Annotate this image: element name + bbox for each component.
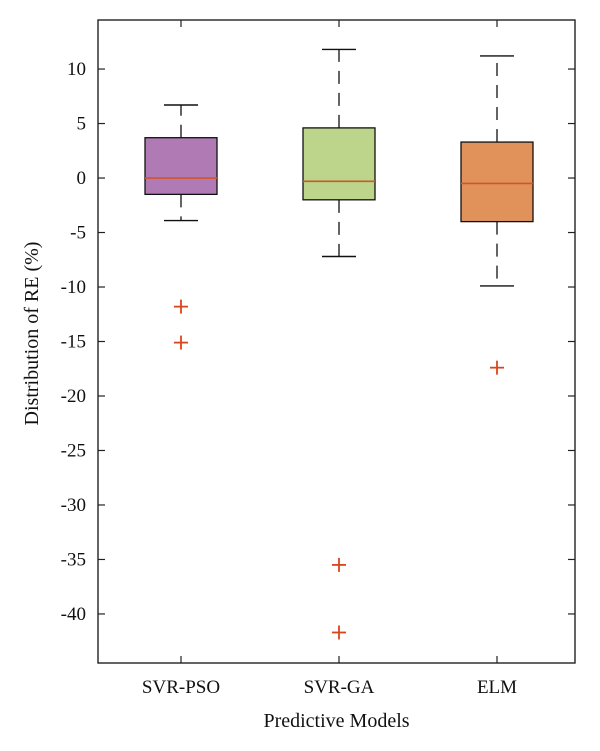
outlier-marker xyxy=(490,360,504,375)
y-tick-label: -40 xyxy=(61,604,86,625)
y-tick-label: -35 xyxy=(61,549,86,570)
outlier-marker xyxy=(332,625,346,640)
x-axis-label: Predictive Models xyxy=(263,710,409,732)
x-axis: SVR-PSO SVR-GA ELM xyxy=(142,20,517,698)
plot-frame xyxy=(97,19,576,664)
y-tick-label: -15 xyxy=(61,332,86,353)
box-svr-ga xyxy=(302,48,376,640)
iqr-box xyxy=(460,141,534,223)
outlier-marker xyxy=(174,335,188,350)
y-tick-label: -20 xyxy=(61,386,86,407)
y-tick-label: -10 xyxy=(61,277,86,298)
y-axis-label: Distribution of RE (%) xyxy=(21,242,43,426)
iqr-box xyxy=(144,137,218,196)
y-tick-label: -30 xyxy=(61,495,86,516)
box-series xyxy=(144,48,534,640)
y-tick-label: -5 xyxy=(70,223,86,244)
outlier-marker xyxy=(174,299,188,314)
plot-border xyxy=(97,19,576,664)
box-svr-pso xyxy=(144,104,218,350)
x-tick-label: SVR-PSO xyxy=(142,677,220,698)
box-elm xyxy=(460,55,534,375)
y-tick-label: 0 xyxy=(77,168,87,189)
y-tick-label: -25 xyxy=(61,440,86,461)
x-tick-label: SVR-GA xyxy=(304,677,375,698)
x-tick-label: ELM xyxy=(477,677,517,698)
iqr-box xyxy=(302,127,376,201)
y-axis: 10 5 0 -5 -10 -15 -20 -25 -30 -35 -40 xyxy=(61,59,575,625)
y-tick-label: 5 xyxy=(77,114,87,135)
y-tick-label: 10 xyxy=(67,59,86,80)
outlier-marker xyxy=(332,557,346,572)
